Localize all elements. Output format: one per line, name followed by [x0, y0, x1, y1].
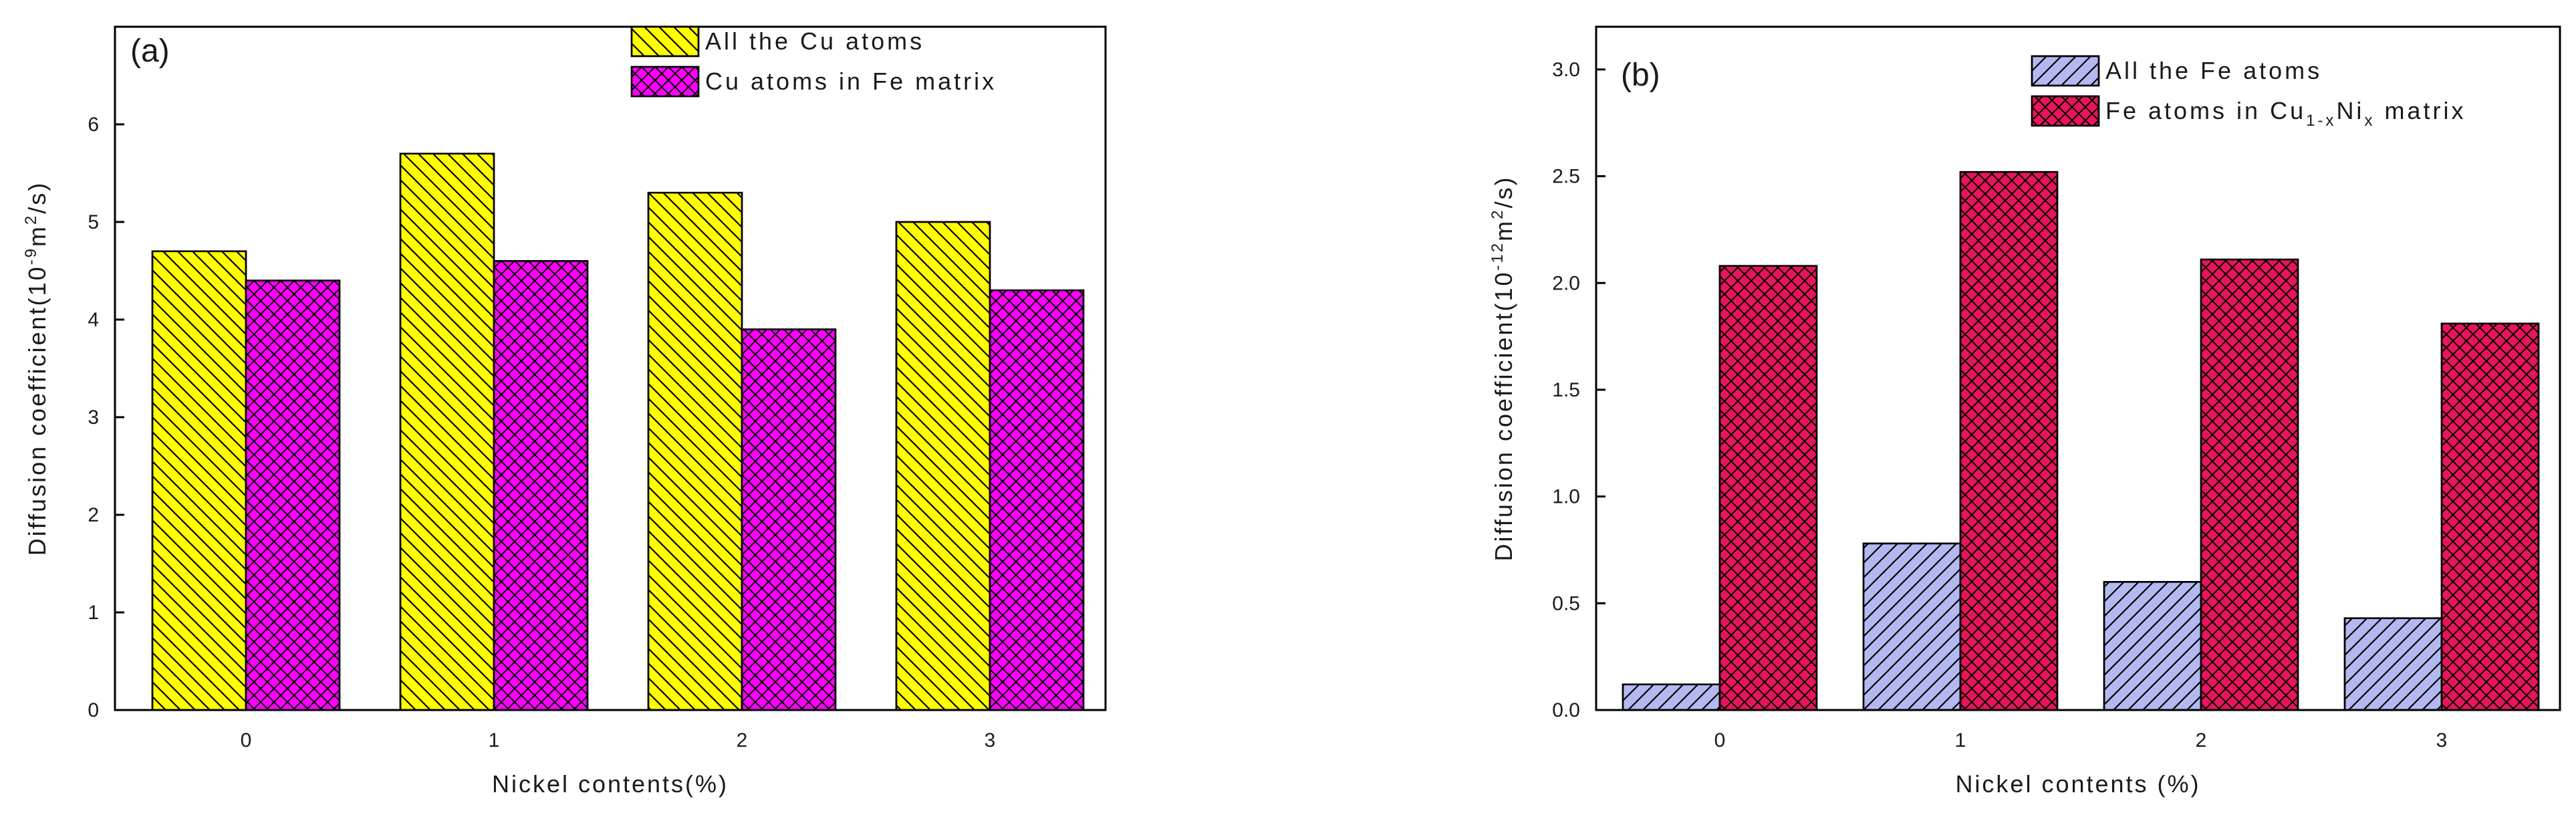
panel-b-bars — [1622, 170, 2540, 711]
bar-pattern — [989, 289, 1085, 711]
bar-pattern — [1718, 265, 1818, 711]
legend-item: Fe atoms in Cu1-xNix matrix — [2031, 95, 2466, 130]
bar-series1-cat0 — [151, 250, 247, 711]
y-tick-label: 0 — [88, 699, 99, 721]
bar-series2-cat0 — [1718, 265, 1818, 711]
bar-series1-cat2 — [2103, 581, 2202, 711]
y-tick-label: 4 — [88, 309, 99, 331]
legend-swatch-pattern — [630, 25, 700, 57]
legend-label: All the Cu atoms — [705, 27, 924, 55]
y-tick-label: 1 — [88, 602, 99, 624]
panel-a-bars — [151, 152, 1085, 711]
x-tick-label: 1 — [489, 729, 500, 751]
y-tick-label: 0.5 — [1552, 592, 1580, 614]
x-tick-label: 3 — [985, 729, 996, 751]
panel-a-y-axis-title: Diffusion coefficient(10-9m2/s) — [22, 181, 51, 556]
bar-pattern — [1862, 542, 1962, 711]
bar-series1-cat3 — [895, 221, 991, 711]
panel-b-plot-frame — [1595, 25, 2561, 711]
bar-pattern — [741, 328, 837, 711]
bar-pattern — [895, 221, 991, 711]
y-tick-label: 2.5 — [1552, 166, 1580, 188]
legend-label: Cu atoms in Fe matrix — [705, 68, 997, 95]
x-tick-label: 1 — [1955, 729, 1966, 751]
panel-b: 0.0 0.5 1.0 1.5 2.0 2.5 3.0 0 1 2 3 (b) Nickel co… — [1489, 25, 2561, 798]
y-tick-label: 1.5 — [1552, 379, 1580, 401]
bar-series2-cat3 — [2440, 322, 2540, 711]
bar-pattern — [2343, 617, 2443, 711]
bar-series1-cat2 — [647, 191, 743, 711]
bar-series2-cat3 — [989, 289, 1085, 711]
bar-series2-cat0 — [245, 279, 341, 711]
legend-item: Cu atoms in Fe matrix — [630, 66, 997, 98]
y-tick-label: 3.0 — [1552, 59, 1580, 81]
panel-a-y-ticks: 0 1 2 3 4 5 6 — [88, 114, 124, 721]
y-tick-label: 0.0 — [1552, 699, 1580, 721]
x-tick-label: 3 — [2436, 729, 2448, 751]
x-tick-label: 2 — [2196, 729, 2207, 751]
bar-series2-cat1 — [1959, 170, 2059, 711]
y-tick-label: 2 — [88, 504, 99, 526]
panel-b-y-axis-title: Diffusion coefficient(10-12m2/s) — [1489, 176, 1517, 562]
bar-pattern — [245, 279, 341, 711]
panel-b-x-ticks: 0 1 2 3 — [1714, 701, 2448, 751]
bar-series1-cat0 — [1622, 683, 1721, 711]
y-tick-label: 1.0 — [1552, 486, 1580, 508]
panel-a: 0 1 2 3 4 5 6 0 1 2 3 (a) Nickel contents(%) Diff… — [22, 25, 1107, 798]
bar-series2-cat1 — [493, 260, 589, 711]
legend-swatch-pattern — [630, 66, 700, 98]
bar-series2-cat2 — [741, 328, 837, 711]
panel-a-x-axis-title: Nickel contents(%) — [492, 770, 729, 798]
bar-pattern — [2103, 581, 2202, 711]
bar-pattern — [647, 191, 743, 711]
y-tick-label: 5 — [88, 211, 99, 233]
bar-pattern — [2200, 258, 2299, 711]
y-tick-label: 6 — [88, 114, 99, 136]
bar-pattern — [151, 250, 247, 711]
panel-a-legend: All the Cu atoms Cu atoms in Fe matrix — [630, 25, 997, 98]
legend-swatch-pattern — [2031, 55, 2100, 87]
legend-label: Fe atoms in Cu1-xNix matrix — [2105, 97, 2466, 130]
y-tick-label: 2.0 — [1552, 272, 1580, 294]
panel-b-legend: All the Fe atoms Fe atoms in Cu1-xNix mat… — [2031, 55, 2466, 130]
bar-series1-cat1 — [399, 152, 495, 711]
y-tick-label: 3 — [88, 406, 99, 429]
panel-a-plot-frame — [114, 25, 1107, 711]
panel-b-label: (b) — [1621, 57, 1660, 93]
panel-a-x-ticks: 0 1 2 3 — [241, 701, 996, 751]
legend-swatch-pattern — [2031, 95, 2100, 127]
legend-item: All the Cu atoms — [630, 25, 924, 57]
bar-pattern — [2440, 322, 2540, 711]
panel-a-label: (a) — [130, 33, 170, 69]
legend-label: All the Fe atoms — [2105, 57, 2322, 84]
panel-b-x-axis-title: Nickel contents (%) — [1955, 770, 2200, 798]
bar-series1-cat3 — [2343, 617, 2443, 711]
bar-pattern — [1959, 170, 2059, 711]
bar-series2-cat2 — [2200, 258, 2299, 711]
x-tick-label: 2 — [737, 729, 748, 751]
bar-pattern — [1622, 683, 1721, 711]
panel-b-y-ticks: 0.0 0.5 1.0 1.5 2.0 2.5 3.0 — [1552, 59, 1605, 721]
x-tick-label: 0 — [1714, 729, 1726, 751]
legend-item: All the Fe atoms — [2031, 55, 2322, 87]
x-tick-label: 0 — [241, 729, 252, 751]
bar-pattern — [493, 260, 589, 711]
bar-pattern — [399, 152, 495, 711]
bar-series1-cat1 — [1862, 542, 1962, 711]
